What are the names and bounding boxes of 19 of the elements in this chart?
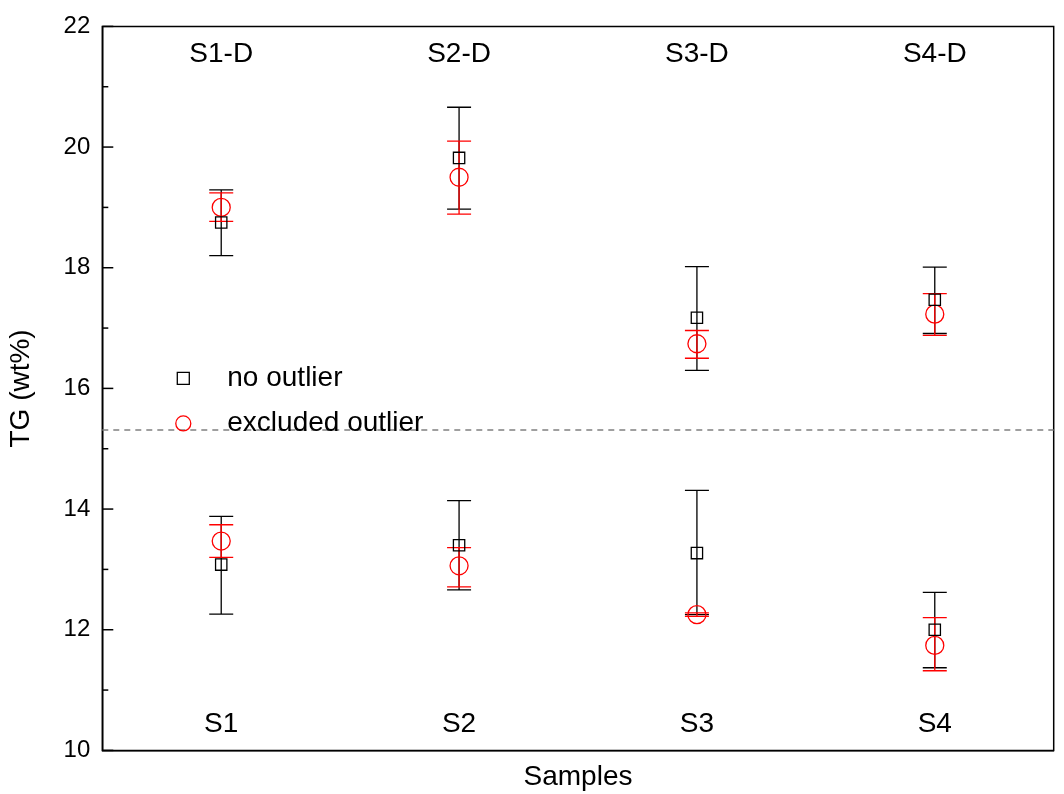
y-tick-label: 12 bbox=[63, 614, 91, 642]
x-tick-label: S3 bbox=[679, 707, 715, 739]
y-tick-label: 20 bbox=[63, 131, 91, 159]
y-axis-title: TG (wt%) bbox=[3, 329, 35, 448]
y-tick-label: 14 bbox=[63, 493, 91, 521]
x-tick-label: S4 bbox=[917, 707, 952, 739]
legend-label: no outlier bbox=[227, 361, 343, 393]
y-tick-label: 10 bbox=[63, 735, 91, 763]
annotation: S3-D bbox=[665, 37, 729, 69]
x-tick-label: S2 bbox=[441, 707, 477, 739]
y-tick-label: 22 bbox=[63, 11, 91, 39]
x-tick-label: S1 bbox=[204, 707, 239, 739]
x-axis-title: Samples bbox=[523, 759, 633, 791]
annotation: S1-D bbox=[189, 37, 254, 69]
annotation: S4-D bbox=[902, 37, 967, 69]
annotation: S2-D bbox=[427, 37, 491, 69]
y-tick-label: 16 bbox=[63, 373, 91, 401]
legend-label: excluded outlier bbox=[227, 406, 424, 438]
y-tick-label: 18 bbox=[63, 252, 91, 280]
